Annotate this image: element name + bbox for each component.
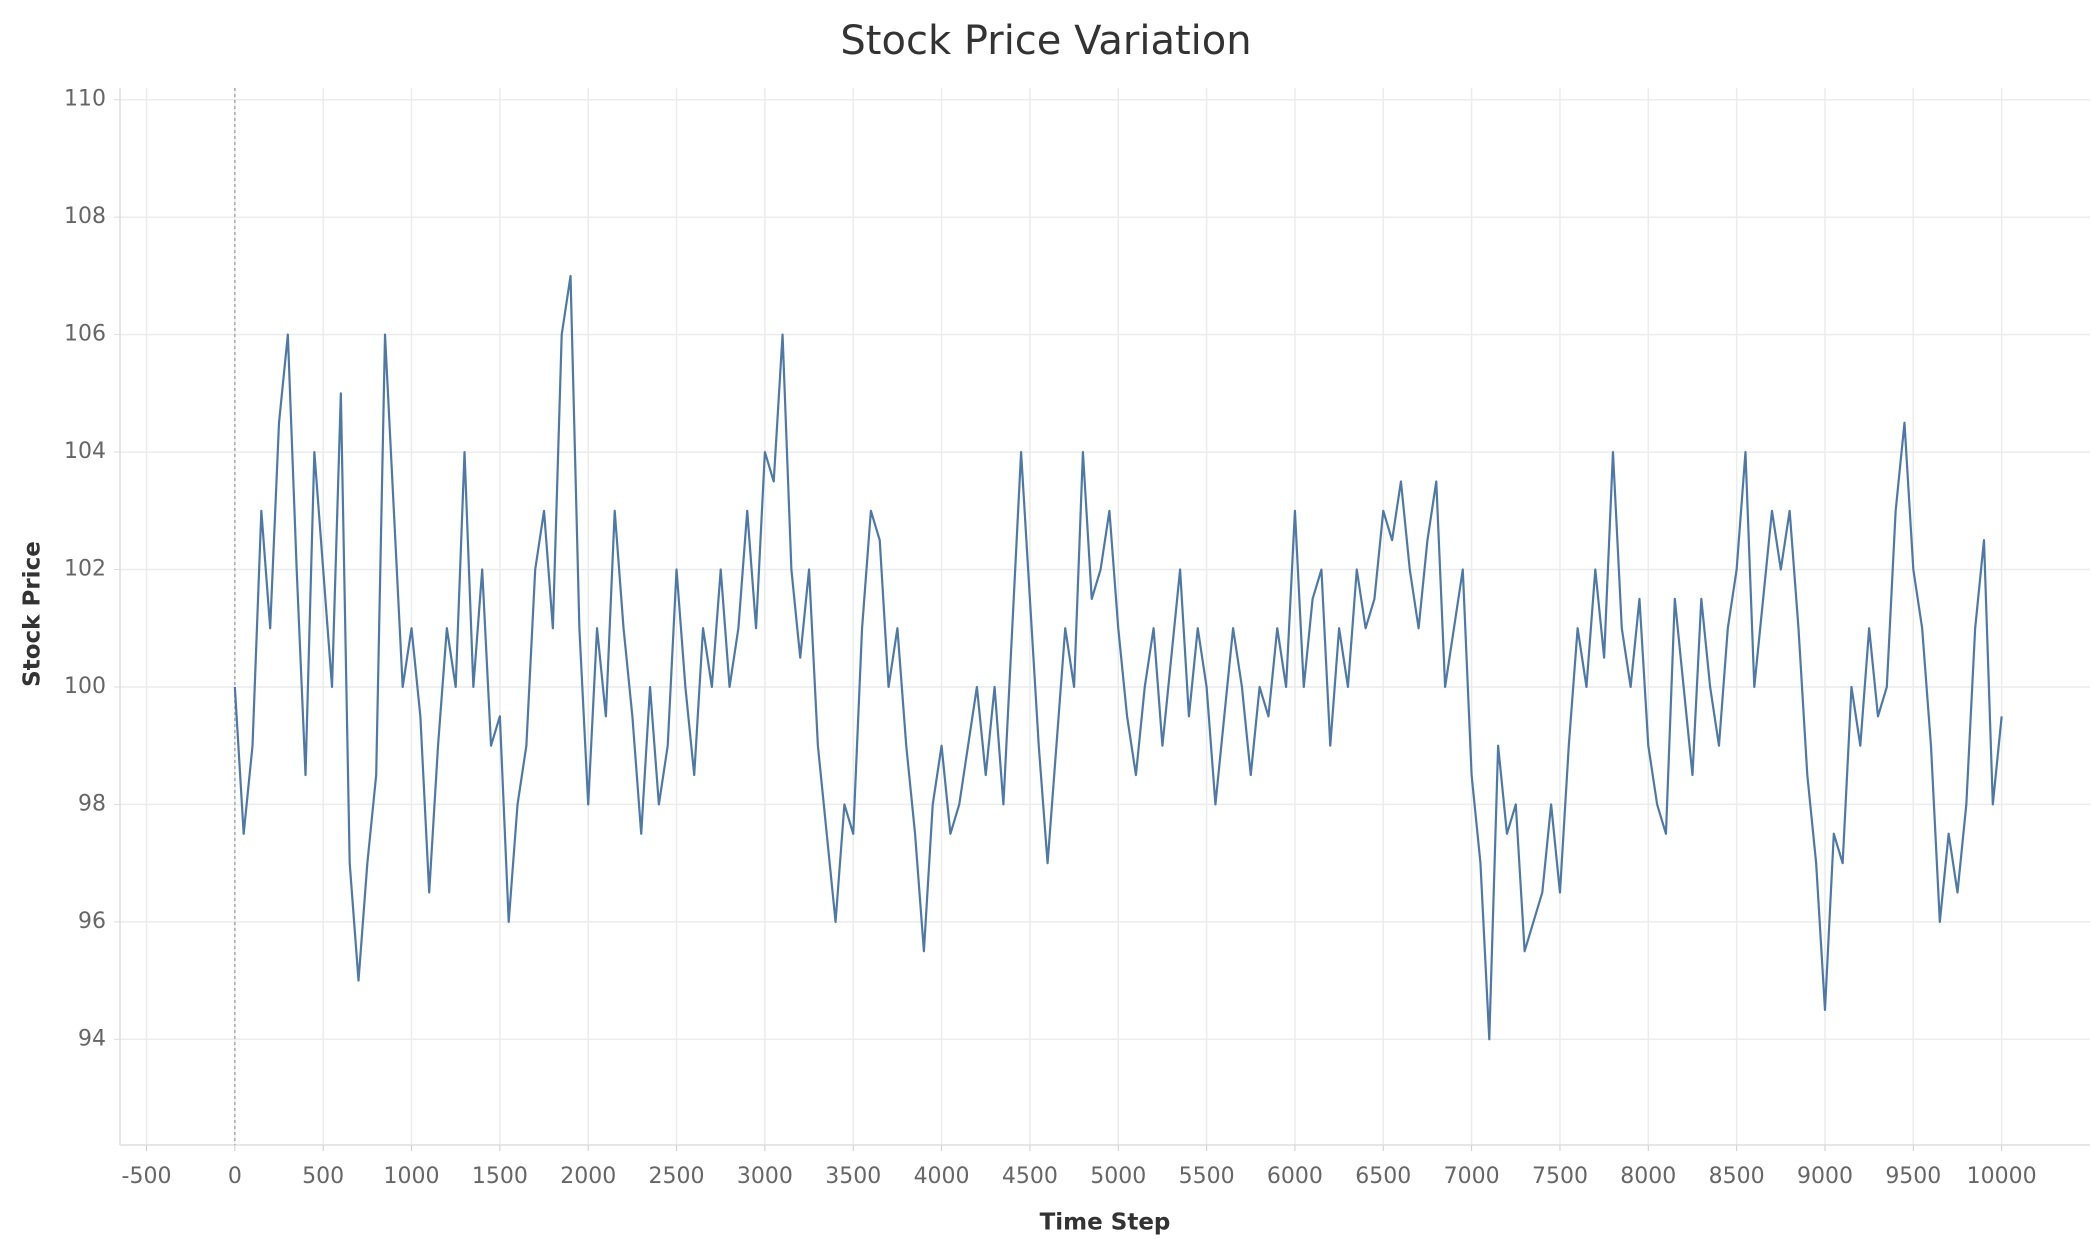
price-line	[233, 274, 2003, 1041]
x-tick-label: 7000	[1444, 1164, 1500, 1189]
x-tick-label: 0	[228, 1164, 242, 1189]
y-tick-label: 94	[78, 1026, 106, 1051]
x-tick-label: 5500	[1179, 1164, 1235, 1189]
x-tick-label: 1500	[472, 1164, 528, 1189]
x-tick-label: -500	[122, 1164, 172, 1189]
x-tick-label: 8500	[1709, 1164, 1765, 1189]
x-tick-label: 7500	[1532, 1164, 1588, 1189]
x-tick-label: 10000	[1967, 1164, 2037, 1189]
x-tick-label: 500	[302, 1164, 344, 1189]
x-tick-label: 6500	[1355, 1164, 1411, 1189]
x-tick-label: 3500	[825, 1164, 881, 1189]
x-tick-label: 2000	[560, 1164, 616, 1189]
y-tick-label: 98	[78, 791, 106, 816]
x-tick-label: 4000	[914, 1164, 970, 1189]
x-axis-title: Time Step	[1040, 1210, 1171, 1236]
y-tick-label: 106	[64, 322, 106, 347]
y-tick-label: 108	[64, 204, 106, 229]
x-tick-label: 3000	[737, 1164, 793, 1189]
y-tick-label: 96	[78, 909, 106, 934]
y-tick-label: 110	[64, 87, 106, 112]
x-tick-label: 8000	[1620, 1164, 1676, 1189]
chart-title: Stock Price Variation	[840, 18, 1251, 64]
y-tick-label: 104	[64, 439, 106, 464]
x-tick-label: 9500	[1885, 1164, 1941, 1189]
y-tick-label: 100	[64, 674, 106, 699]
x-tick-label: 2500	[649, 1164, 705, 1189]
x-tick-label: 1000	[384, 1164, 440, 1189]
x-tick-label: 4500	[1002, 1164, 1058, 1189]
y-axis-title: Stock Price	[20, 541, 46, 687]
x-tick-label: 5000	[1090, 1164, 1146, 1189]
y-tick-label: 102	[64, 557, 106, 582]
x-tick-label: 9000	[1797, 1164, 1853, 1189]
x-tick-label: 6000	[1267, 1164, 1323, 1189]
